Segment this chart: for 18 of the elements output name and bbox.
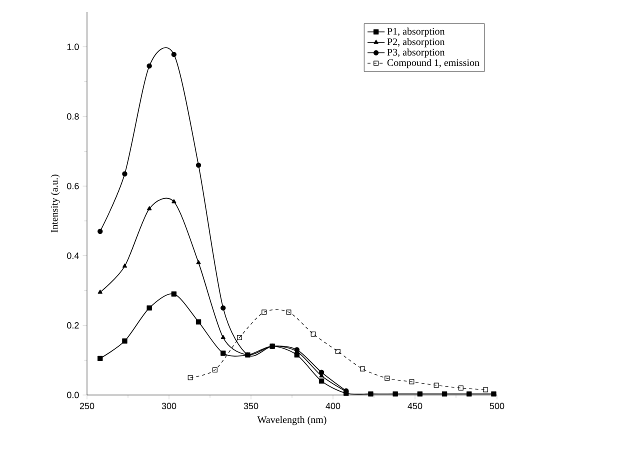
- y-axis-title: Intensity (a.u.): [50, 174, 60, 232]
- x-tick-label: 400: [326, 402, 340, 410]
- y-tick-label: 0.8: [67, 113, 79, 120]
- y-tick-label: 1.0: [67, 44, 79, 50]
- y-tick-label: 0.6: [67, 182, 79, 190]
- legend-label: P1, absorption: [387, 28, 445, 37]
- x-tick-label: 500: [490, 402, 504, 410]
- x-axis-title: Wavelength (nm): [257, 416, 326, 426]
- y-tick-label: 0.2: [67, 322, 79, 329]
- x-tick-label: 300: [162, 402, 176, 410]
- x-tick-label: 250: [80, 402, 94, 410]
- y-tick-label: 0.0: [67, 392, 79, 398]
- x-tick-label: 450: [408, 402, 422, 410]
- legend-label: P3, absorption: [387, 48, 445, 58]
- legend-label: P2, absorption: [387, 38, 445, 48]
- legend-label: Compound 1, emission: [387, 58, 480, 68]
- y-tick-label: 0.4: [67, 252, 79, 259]
- x-tick-label: 350: [244, 402, 258, 410]
